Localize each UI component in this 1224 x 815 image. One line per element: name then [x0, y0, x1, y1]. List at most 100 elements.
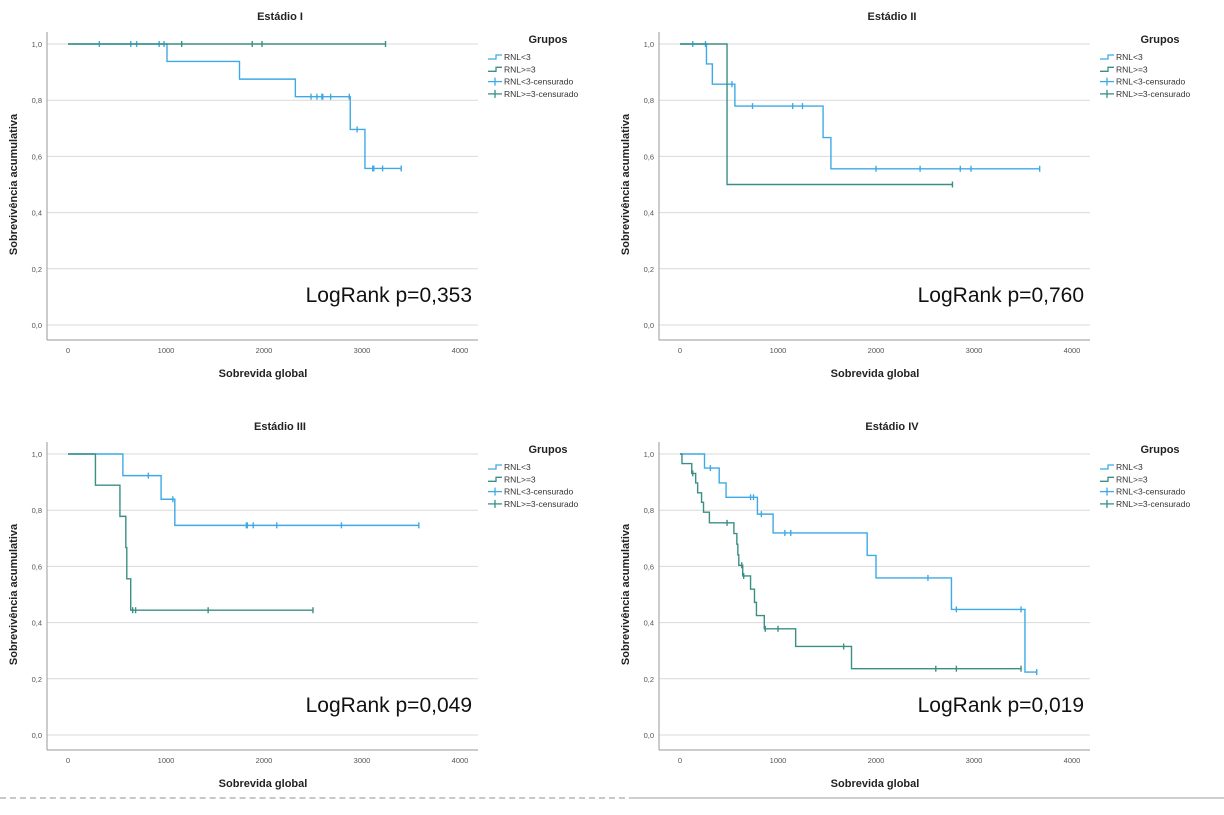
legend-item: RNL>=3: [1100, 474, 1148, 484]
km-panel-estadio-i: Estádio I 0,0 0,2 0,4 0,6 0,8 1,0 0 1000 2000 3000…: [0, 0, 612, 405]
logrank-annotation: LogRank p=0,760: [918, 284, 1084, 307]
legend-label: RNL>=3-censurado: [1116, 499, 1190, 509]
legend-item: RNL<3: [488, 52, 531, 62]
x-tick-label: 3000: [966, 346, 983, 355]
x-tick-label: 4000: [1064, 346, 1081, 355]
legend-step-icon: [488, 54, 502, 60]
x-tick-label: 1000: [770, 756, 787, 765]
y-tick-label: 0,2: [644, 675, 654, 684]
x-tick-label: 1000: [770, 346, 787, 355]
legend-step-icon: [1100, 54, 1114, 60]
x-tick-label: 2000: [868, 346, 885, 355]
y-tick-label: 1,0: [32, 450, 42, 459]
km-curve-rnl-ge-3: [68, 453, 313, 611]
y-tick-label: 1,0: [644, 40, 654, 49]
x-tick-label: 0: [678, 346, 682, 355]
x-tick-label: 4000: [452, 756, 469, 765]
legend-label: RNL<3: [504, 52, 531, 62]
legend-item: RNL>=3-censurado: [1100, 499, 1190, 509]
x-axis-label: Sobrevida global: [219, 368, 308, 380]
x-tick-label: 3000: [354, 756, 371, 765]
y-tick-label: 0,4: [644, 619, 654, 628]
legend-label: RNL<3: [504, 462, 531, 472]
legend-item: RNL<3-censurado: [1100, 77, 1185, 87]
legend-item: RNL<3: [1100, 52, 1143, 62]
x-tick-label: 0: [678, 756, 682, 765]
x-axis-label: Sobrevida global: [831, 778, 920, 790]
km-panel-estadio-iii: Estádio III 0,0 0,2 0,4 0,6 0,8 1,0 0 1000 2000 30…: [0, 410, 612, 815]
legend-label: RNL<3-censurado: [1116, 77, 1185, 87]
legend-label: RNL>=3: [1116, 64, 1148, 74]
y-tick-label: 0,2: [32, 675, 42, 684]
y-tick-label: 0,0: [32, 731, 42, 740]
legend-label: RNL>=3-censurado: [504, 499, 578, 509]
km-chart-svg: Estádio IV 0,0 0,2 0,4 0,6 0,8 1,0 0 1000 2000 300…: [620, 421, 1190, 790]
km-chart-svg: Estádio I 0,0 0,2 0,4 0,6 0,8 1,0 0 1000 2000 3000…: [8, 11, 578, 380]
legend-item: RNL>=3: [488, 64, 536, 74]
y-tick-label: 1,0: [32, 40, 42, 49]
y-tick-label: 0,2: [32, 265, 42, 274]
y-tick-label: 0,6: [644, 562, 654, 571]
km-chart-svg: Estádio III 0,0 0,2 0,4 0,6 0,8 1,0 0 1000 2000 30…: [8, 421, 578, 790]
y-tick-label: 0,8: [32, 96, 42, 105]
km-curve-rnl-lt-3: [68, 43, 402, 170]
legend-item: RNL>=3: [1100, 64, 1148, 74]
km-curve-rnl-lt-3: [680, 453, 1037, 673]
x-tick-label: 3000: [354, 346, 371, 355]
y-tick-label: 0,4: [644, 209, 654, 218]
km-curve-rnl-lt-3: [68, 453, 419, 527]
x-tick-label: 4000: [1064, 756, 1081, 765]
x-tick-label: 1000: [158, 756, 175, 765]
km-curve-rnl-ge-3: [680, 453, 1022, 670]
legend-label: RNL<3: [1116, 52, 1143, 62]
legend-label: RNL<3-censurado: [504, 487, 573, 497]
y-tick-label: 0,2: [644, 265, 654, 274]
legend-label: RNL<3-censurado: [1116, 487, 1185, 497]
km-panel-estadio-iv: Estádio IV 0,0 0,2 0,4 0,6 0,8 1,0 0 1000 2000 300…: [612, 410, 1224, 815]
legend-label: RNL>=3-censurado: [504, 89, 578, 99]
x-tick-label: 3000: [966, 756, 983, 765]
legend-item: RNL>=3-censurado: [488, 89, 578, 99]
y-tick-label: 0,4: [32, 619, 42, 628]
chart-title: Estádio IV: [865, 421, 919, 433]
legend-label: RNL<3: [1116, 462, 1143, 472]
legend-step-icon: [1100, 66, 1114, 72]
y-tick-label: 0,8: [32, 506, 42, 515]
legend-item: RNL<3: [488, 462, 531, 472]
chart-title: Estádio III: [254, 421, 306, 433]
y-axis-label: Sobrevivência acumulativa: [8, 523, 20, 665]
legend-title: Grupos: [528, 444, 567, 456]
x-axis-label: Sobrevida global: [831, 368, 920, 380]
x-tick-label: 0: [66, 346, 70, 355]
legend-item: RNL<3-censurado: [488, 77, 573, 87]
legend-item: RNL<3-censurado: [1100, 487, 1185, 497]
legend-label: RNL>=3-censurado: [1116, 89, 1190, 99]
logrank-annotation: LogRank p=0,019: [918, 694, 1084, 717]
y-tick-label: 0,6: [644, 152, 654, 161]
legend-title: Grupos: [1140, 34, 1179, 46]
y-tick-label: 0,8: [644, 96, 654, 105]
logrank-annotation: LogRank p=0,353: [306, 284, 472, 307]
y-tick-label: 0,8: [644, 506, 654, 515]
y-axis-label: Sobrevivência acumulativa: [8, 113, 20, 255]
y-tick-label: 0,0: [644, 731, 654, 740]
km-panel-estadio-ii: Estádio II 0,0 0,2 0,4 0,6 0,8 1,0 0 1000 2000 300…: [612, 0, 1224, 405]
legend-label: RNL>=3: [1116, 474, 1148, 484]
x-axis-label: Sobrevida global: [219, 778, 308, 790]
km-curve-rnl-lt-3: [680, 43, 1040, 170]
legend-item: RNL<3-censurado: [488, 487, 573, 497]
y-tick-label: 0,4: [32, 209, 42, 218]
legend-step-icon: [1100, 464, 1114, 470]
y-tick-label: 0,0: [644, 321, 654, 330]
x-tick-label: 2000: [256, 346, 273, 355]
legend-step-icon: [488, 464, 502, 470]
logrank-annotation: LogRank p=0,049: [306, 694, 472, 717]
chart-title: Estádio II: [868, 11, 917, 23]
y-tick-label: 0,6: [32, 562, 42, 571]
legend-item: RNL<3: [1100, 462, 1143, 472]
x-tick-label: 0: [66, 756, 70, 765]
legend-label: RNL<3-censurado: [504, 77, 573, 87]
y-axis-label: Sobrevivência acumulativa: [620, 113, 632, 255]
km-chart-svg: Estádio II 0,0 0,2 0,4 0,6 0,8 1,0 0 1000 2000 300…: [620, 11, 1190, 380]
legend-title: Grupos: [1140, 444, 1179, 456]
